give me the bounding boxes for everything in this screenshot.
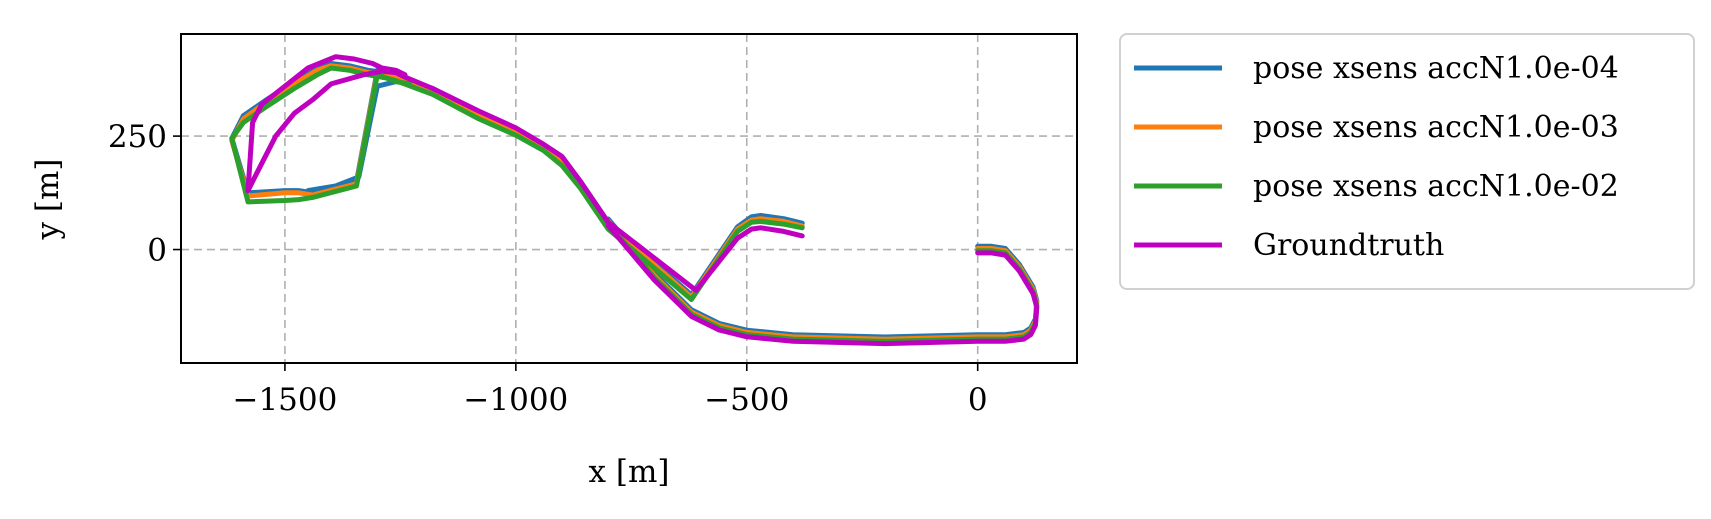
legend-label-4: Groundtruth — [1253, 228, 1444, 263]
x-axis-label: x [m] — [589, 454, 670, 490]
series-line-3 — [229, 65, 805, 302]
legend-box — [1119, 33, 1695, 290]
x-tick-label: −1000 — [463, 382, 568, 418]
y-tick-label: 250 — [108, 119, 167, 155]
x-tick-label: −1500 — [232, 382, 337, 418]
plot-frame — [180, 33, 1078, 364]
legend-label-2: pose xsens accN1.0e-03 — [1253, 110, 1619, 145]
legend: pose xsens accN1.0e-04 pose xsens accN1.0… — [1119, 33, 1695, 290]
y-axis-label: y [m] — [30, 159, 66, 241]
y-tick-label: 0 — [147, 233, 167, 269]
x-tick-label: 0 — [968, 382, 988, 418]
series-tail-4 — [605, 223, 1040, 347]
legend-entries: pose xsens accN1.0e-04 pose xsens accN1.0… — [1134, 51, 1619, 263]
legend-label-3: pose xsens accN1.0e-02 — [1253, 169, 1619, 204]
x-tick-label: −500 — [704, 382, 789, 418]
legend-label-1: pose xsens accN1.0e-04 — [1253, 51, 1619, 86]
series-line-4 — [245, 54, 805, 293]
series-layer — [229, 54, 1040, 347]
tick-layer: −1500 −1000 −500 0 0 250 — [108, 119, 988, 418]
